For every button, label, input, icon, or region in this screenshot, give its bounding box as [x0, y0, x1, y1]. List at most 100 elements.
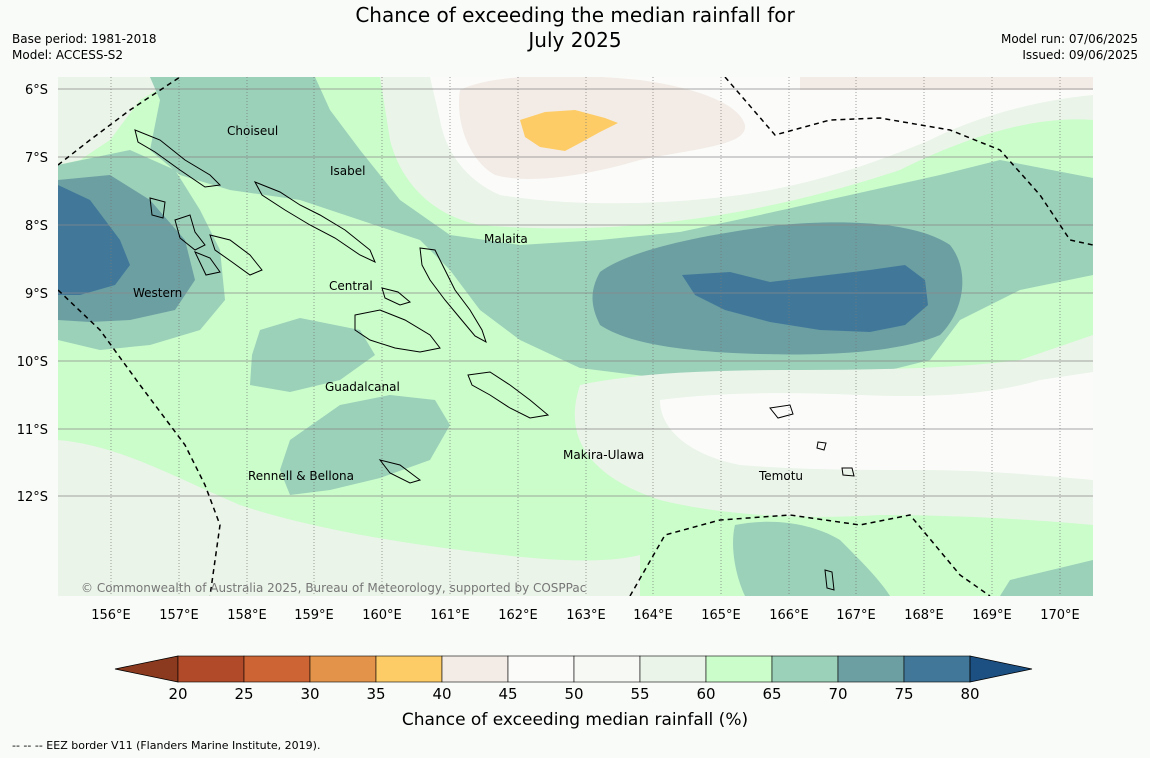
field-45-55-east: [660, 372, 1093, 480]
guadalcanal-island: [354, 309, 441, 353]
meta-left: Base period: 1981-2018 Model: ACCESS-S2: [12, 31, 157, 63]
colorbar-tick-label: 80: [960, 685, 979, 703]
temotu-isle-4: [824, 569, 835, 591]
label-guadalcanal: Guadalcanal: [325, 380, 400, 394]
model-run: Model run: 07/06/2025: [1000, 32, 1138, 46]
place-labels: Choiseul Isabel Malaita Western Central …: [133, 124, 803, 483]
western-isle-1: [149, 197, 166, 219]
lat-tick: 7°S: [25, 151, 48, 166]
isabel-island: [253, 181, 376, 263]
label-temotu: Temotu: [758, 469, 803, 483]
lat-tick: 9°S: [25, 287, 48, 302]
lon-axis: 156°E 157°E 158°E 159°E 160°E 161°E 162°…: [91, 608, 1080, 623]
rainfall-map: Choiseul Isabel Malaita Western Central …: [17, 77, 1093, 623]
field-75-80-east: [682, 265, 928, 332]
central-isle: [381, 287, 412, 306]
western-isle-4: [193, 251, 221, 276]
field-40-45-top: [800, 77, 1093, 90]
colorbar-swatch: [309, 655, 377, 683]
colorbar-tick-label: 30: [300, 685, 319, 703]
malaita-island: [419, 247, 487, 344]
lat-axis: 6°S 7°S 8°S 9°S 10°S 11°S 12°S: [17, 83, 48, 505]
colorbar-swatch: [375, 655, 443, 683]
issued-date: Issued: 09/06/2025: [1022, 48, 1138, 62]
colorbar-swatch: [903, 655, 971, 683]
label-isabel: Isabel: [330, 164, 365, 178]
temotu-isle-3: [841, 467, 855, 477]
temotu-isle-1: [769, 404, 794, 419]
label-rennell-bellona: Rennell & Bellona: [248, 469, 354, 483]
lon-tick: 156°E: [91, 608, 131, 623]
colorbar-swatch: [837, 655, 905, 683]
colorbar-swatch: [243, 655, 311, 683]
rennell-island: [378, 459, 422, 484]
coastlines: [134, 129, 855, 591]
colorbar: 20 25 30 35 40 45 50 55 60 65 70 75 80: [114, 655, 1033, 703]
field-65-70-se-corner: [1000, 560, 1093, 596]
colorbar-tick-label: 35: [366, 685, 385, 703]
lon-tick: 164°E: [633, 608, 673, 623]
meridians: [110, 77, 1061, 596]
colorbar-swatch: [573, 655, 641, 683]
model-name: Model: ACCESS-S2: [12, 48, 124, 62]
base-period: Base period: 1981-2018: [12, 32, 157, 46]
label-malaita: Malaita: [484, 232, 528, 246]
colorbar-title: Chance of exceeding median rainfall (%): [401, 710, 749, 730]
field-65-70-se: [733, 521, 890, 596]
colorbar-tick-label: 65: [762, 685, 781, 703]
title-line-1: Chance of exceeding the median rainfall …: [355, 3, 795, 27]
field-65-70-south-1: [250, 318, 375, 392]
lon-tick: 159°E: [294, 608, 334, 623]
makira-island: [467, 371, 550, 419]
colorbar-tick-label: 75: [894, 685, 913, 703]
lon-tick: 168°E: [904, 608, 944, 623]
lat-tick: 8°S: [25, 219, 48, 234]
temotu-isle-2: [816, 441, 827, 451]
choiseul-island: [134, 129, 222, 188]
label-makira-ulawa: Makira-Ulawa: [563, 448, 644, 462]
lat-tick: 11°S: [17, 423, 48, 438]
colorbar-ticks: 20 25 30 35 40 45 50 55 60 65 70 75 80: [168, 685, 979, 703]
lat-tick: 10°S: [17, 355, 48, 370]
colorbar-swatch: [177, 655, 245, 683]
lon-tick: 166°E: [769, 608, 809, 623]
lon-tick: 165°E: [701, 608, 741, 623]
lat-tick: 12°S: [17, 490, 48, 505]
lon-tick: 167°E: [836, 608, 876, 623]
colorbar-tick-label: 50: [564, 685, 583, 703]
colorbar-tick-label: 20: [168, 685, 187, 703]
colorbar-swatch: [441, 655, 509, 683]
title-line-2: July 2025: [528, 28, 622, 52]
eez-footnote: -- -- -- EEZ border V11 (Flanders Marine…: [12, 739, 321, 752]
colorbar-extend-low: [114, 655, 179, 683]
lon-tick: 158°E: [227, 608, 267, 623]
lat-tick: 6°S: [25, 83, 48, 98]
lon-tick: 157°E: [159, 608, 199, 623]
colorbar-tick-label: 70: [828, 685, 847, 703]
western-isle-2: [174, 214, 206, 251]
graticule: [58, 88, 1093, 497]
colorbar-tick-label: 60: [696, 685, 715, 703]
lon-tick: 160°E: [362, 608, 402, 623]
field-55-60-south: [58, 440, 640, 596]
colorbar-tick-label: 40: [432, 685, 451, 703]
field-65-70-south-2: [280, 395, 450, 495]
map-field: [58, 77, 1093, 596]
field-55-60-nw: [58, 77, 180, 165]
lon-tick: 163°E: [566, 608, 606, 623]
label-western: Western: [133, 286, 182, 300]
label-choiseul: Choiseul: [227, 124, 278, 138]
meta-right: Model run: 07/06/2025 Issued: 09/06/2025: [1001, 31, 1138, 63]
lon-tick: 170°E: [1040, 608, 1080, 623]
colorbar-swatch: [771, 655, 839, 683]
colorbar-swatch: [705, 655, 773, 683]
colorbar-tick-label: 45: [498, 685, 517, 703]
field-75-80-west: [58, 185, 130, 295]
field-35-40: [520, 110, 618, 151]
lon-tick: 161°E: [430, 608, 470, 623]
colorbar-tick-label: 25: [234, 685, 253, 703]
western-isle-3: [209, 234, 263, 276]
map-title: Chance of exceeding the median rainfall …: [0, 3, 1150, 53]
eez-border: [58, 77, 1093, 596]
colorbar-tick-label: 55: [630, 685, 649, 703]
